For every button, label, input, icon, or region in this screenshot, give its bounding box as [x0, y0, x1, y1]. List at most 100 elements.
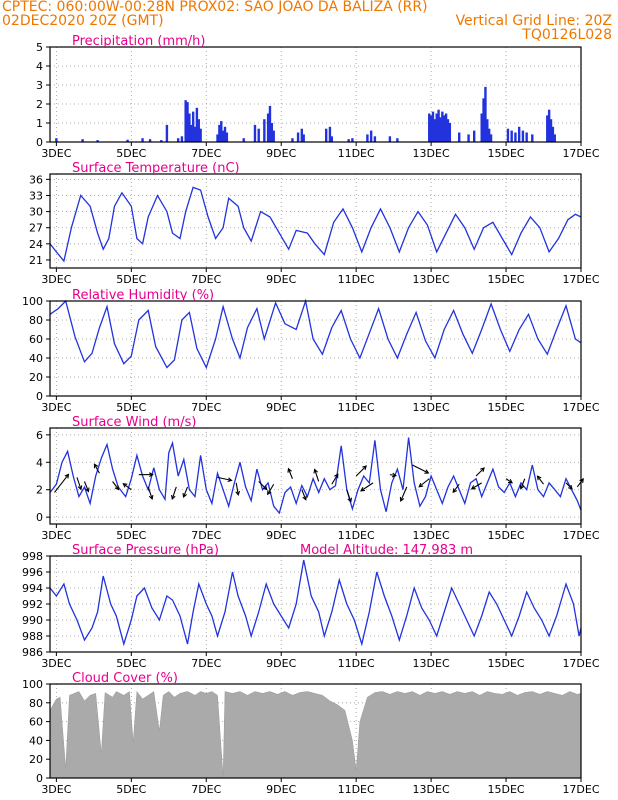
precip-bar: [55, 138, 58, 142]
y-tick-label: 2: [36, 484, 43, 497]
panel-frame: [49, 683, 582, 779]
x-tick-label: 15DEC: [487, 529, 524, 542]
wind-arrow-head: [418, 482, 424, 488]
y-tick-label: 21: [29, 254, 43, 267]
precip-bar: [435, 113, 438, 142]
precip-bar: [180, 136, 184, 142]
precip-bar: [141, 138, 144, 142]
wind-arrow: [235, 482, 239, 495]
x-tick-label: 17DEC: [562, 273, 599, 286]
x-tick-label: 13DEC: [413, 273, 450, 286]
precip-bar: [388, 136, 392, 142]
y-tick-label: 33: [29, 189, 43, 202]
x-tick-label: 3DEC: [41, 401, 71, 414]
wind-arrow: [505, 478, 513, 484]
x-tick-label: 13DEC: [413, 147, 450, 160]
pressure-line: [49, 559, 582, 647]
wind-arrow-head: [362, 465, 367, 470]
precip-bar: [195, 107, 199, 142]
wind-arrow-head: [235, 490, 241, 496]
wind-arrow: [314, 469, 320, 482]
panel-wind: 0 2 4 6 3DEC 5DEC 7DEC 9DEC 11DEC 13DEC 15DEC 17DEC…: [36, 415, 600, 542]
precip-bar: [223, 126, 227, 142]
wind-arrow-head: [536, 475, 542, 481]
x-tick-label: 17DEC: [562, 401, 599, 414]
precip-bar: [81, 139, 84, 142]
cloud-cover-area: [49, 690, 582, 779]
x-tick-label: 7DEC: [191, 783, 221, 796]
wind-arrow: [475, 467, 485, 477]
wind-arrow-head: [85, 487, 90, 493]
panel-precip: 0 1 2 3 4 5 3DEC 5DEC 7DEC 9DEC 11DEC 13DEC 15DEC 17D…: [36, 34, 600, 160]
x-tick-label: 11DEC: [338, 401, 375, 414]
precip-bar: [268, 105, 272, 142]
wind-arrow: [122, 483, 132, 491]
wind-arrow: [355, 465, 367, 477]
x-tick-label: 17DEC: [562, 783, 599, 796]
wind-arrow: [520, 478, 526, 489]
x-tick-label: 15DEC: [487, 657, 524, 670]
precip-bar: [176, 138, 180, 142]
wind-arrow-head: [77, 485, 83, 491]
x-tick-label: 13DEC: [413, 783, 450, 796]
y-tick-label: 994: [22, 582, 43, 595]
wind-arrow-head: [302, 495, 307, 501]
y-tick-label: 1: [36, 117, 43, 130]
precip-bar: [546, 115, 549, 142]
model-altitude: Model Altitude: 147.983 m: [300, 543, 473, 558]
precip-bar: [302, 134, 305, 142]
y-tick-label: 4: [36, 456, 43, 469]
y-tick-label: 24: [29, 238, 43, 251]
wind-arrow: [171, 486, 177, 500]
precip-bar: [242, 138, 245, 142]
x-tick-label: 9DEC: [266, 147, 296, 160]
y-tick-label: 30: [29, 206, 43, 219]
precip-bar: [553, 134, 556, 142]
x-tick-label: 3DEC: [41, 657, 71, 670]
precip-bar: [517, 126, 521, 142]
precip-bar: [188, 113, 191, 142]
precip-bar: [431, 111, 435, 142]
y-tick-label: 0: [36, 772, 43, 785]
wind-arrow-head: [182, 492, 187, 499]
panel-title: Surface Pressure (hPa): [72, 543, 219, 558]
precip-bar: [549, 119, 553, 142]
temp-line: [49, 186, 582, 263]
x-tick-label: 3DEC: [41, 273, 71, 286]
x-tick-label: 7DEC: [191, 273, 221, 286]
x-tick-label: 3DEC: [41, 529, 71, 542]
wind-arrow-head: [399, 496, 405, 503]
panel-frame: [49, 427, 582, 525]
wind-arrow: [537, 475, 544, 485]
precip-bar: [126, 139, 129, 142]
precip-bar: [467, 134, 470, 142]
x-tick-label: 11DEC: [338, 657, 375, 670]
x-tick-label: 17DEC: [562, 147, 599, 160]
y-tick-label: 986: [22, 646, 43, 659]
wind-arrow-head: [568, 484, 573, 490]
wind-arrow: [76, 477, 82, 490]
precip-bar: [525, 132, 528, 142]
wind-arrow-head: [64, 473, 70, 479]
wind-line: [49, 437, 582, 515]
precip-bar: [473, 130, 476, 142]
x-tick-label: 13DEC: [413, 657, 450, 670]
precip-bar: [486, 119, 489, 142]
header-datetime: 02DEC2020 20Z (GMT): [2, 13, 164, 29]
x-tick-label: 3DEC: [41, 783, 71, 796]
wind-arrow: [412, 464, 429, 474]
panel-frame: [49, 300, 582, 397]
panel-title: Precipitation (mm/h): [72, 34, 205, 49]
header-grid-line: Vertical Grid Line: 20Z: [455, 13, 612, 29]
precip-bar: [191, 111, 195, 142]
precip-bar: [216, 134, 219, 142]
wind-arrow: [258, 481, 268, 490]
y-tick-label: 60: [29, 716, 43, 729]
precip-bar: [444, 113, 448, 142]
precip-bar: [197, 119, 200, 142]
precip-bar: [458, 132, 461, 142]
wind-arrow: [267, 483, 275, 495]
precip-bar: [253, 124, 257, 142]
wind-arrow: [54, 474, 69, 493]
x-tick-label: 5DEC: [116, 147, 146, 160]
